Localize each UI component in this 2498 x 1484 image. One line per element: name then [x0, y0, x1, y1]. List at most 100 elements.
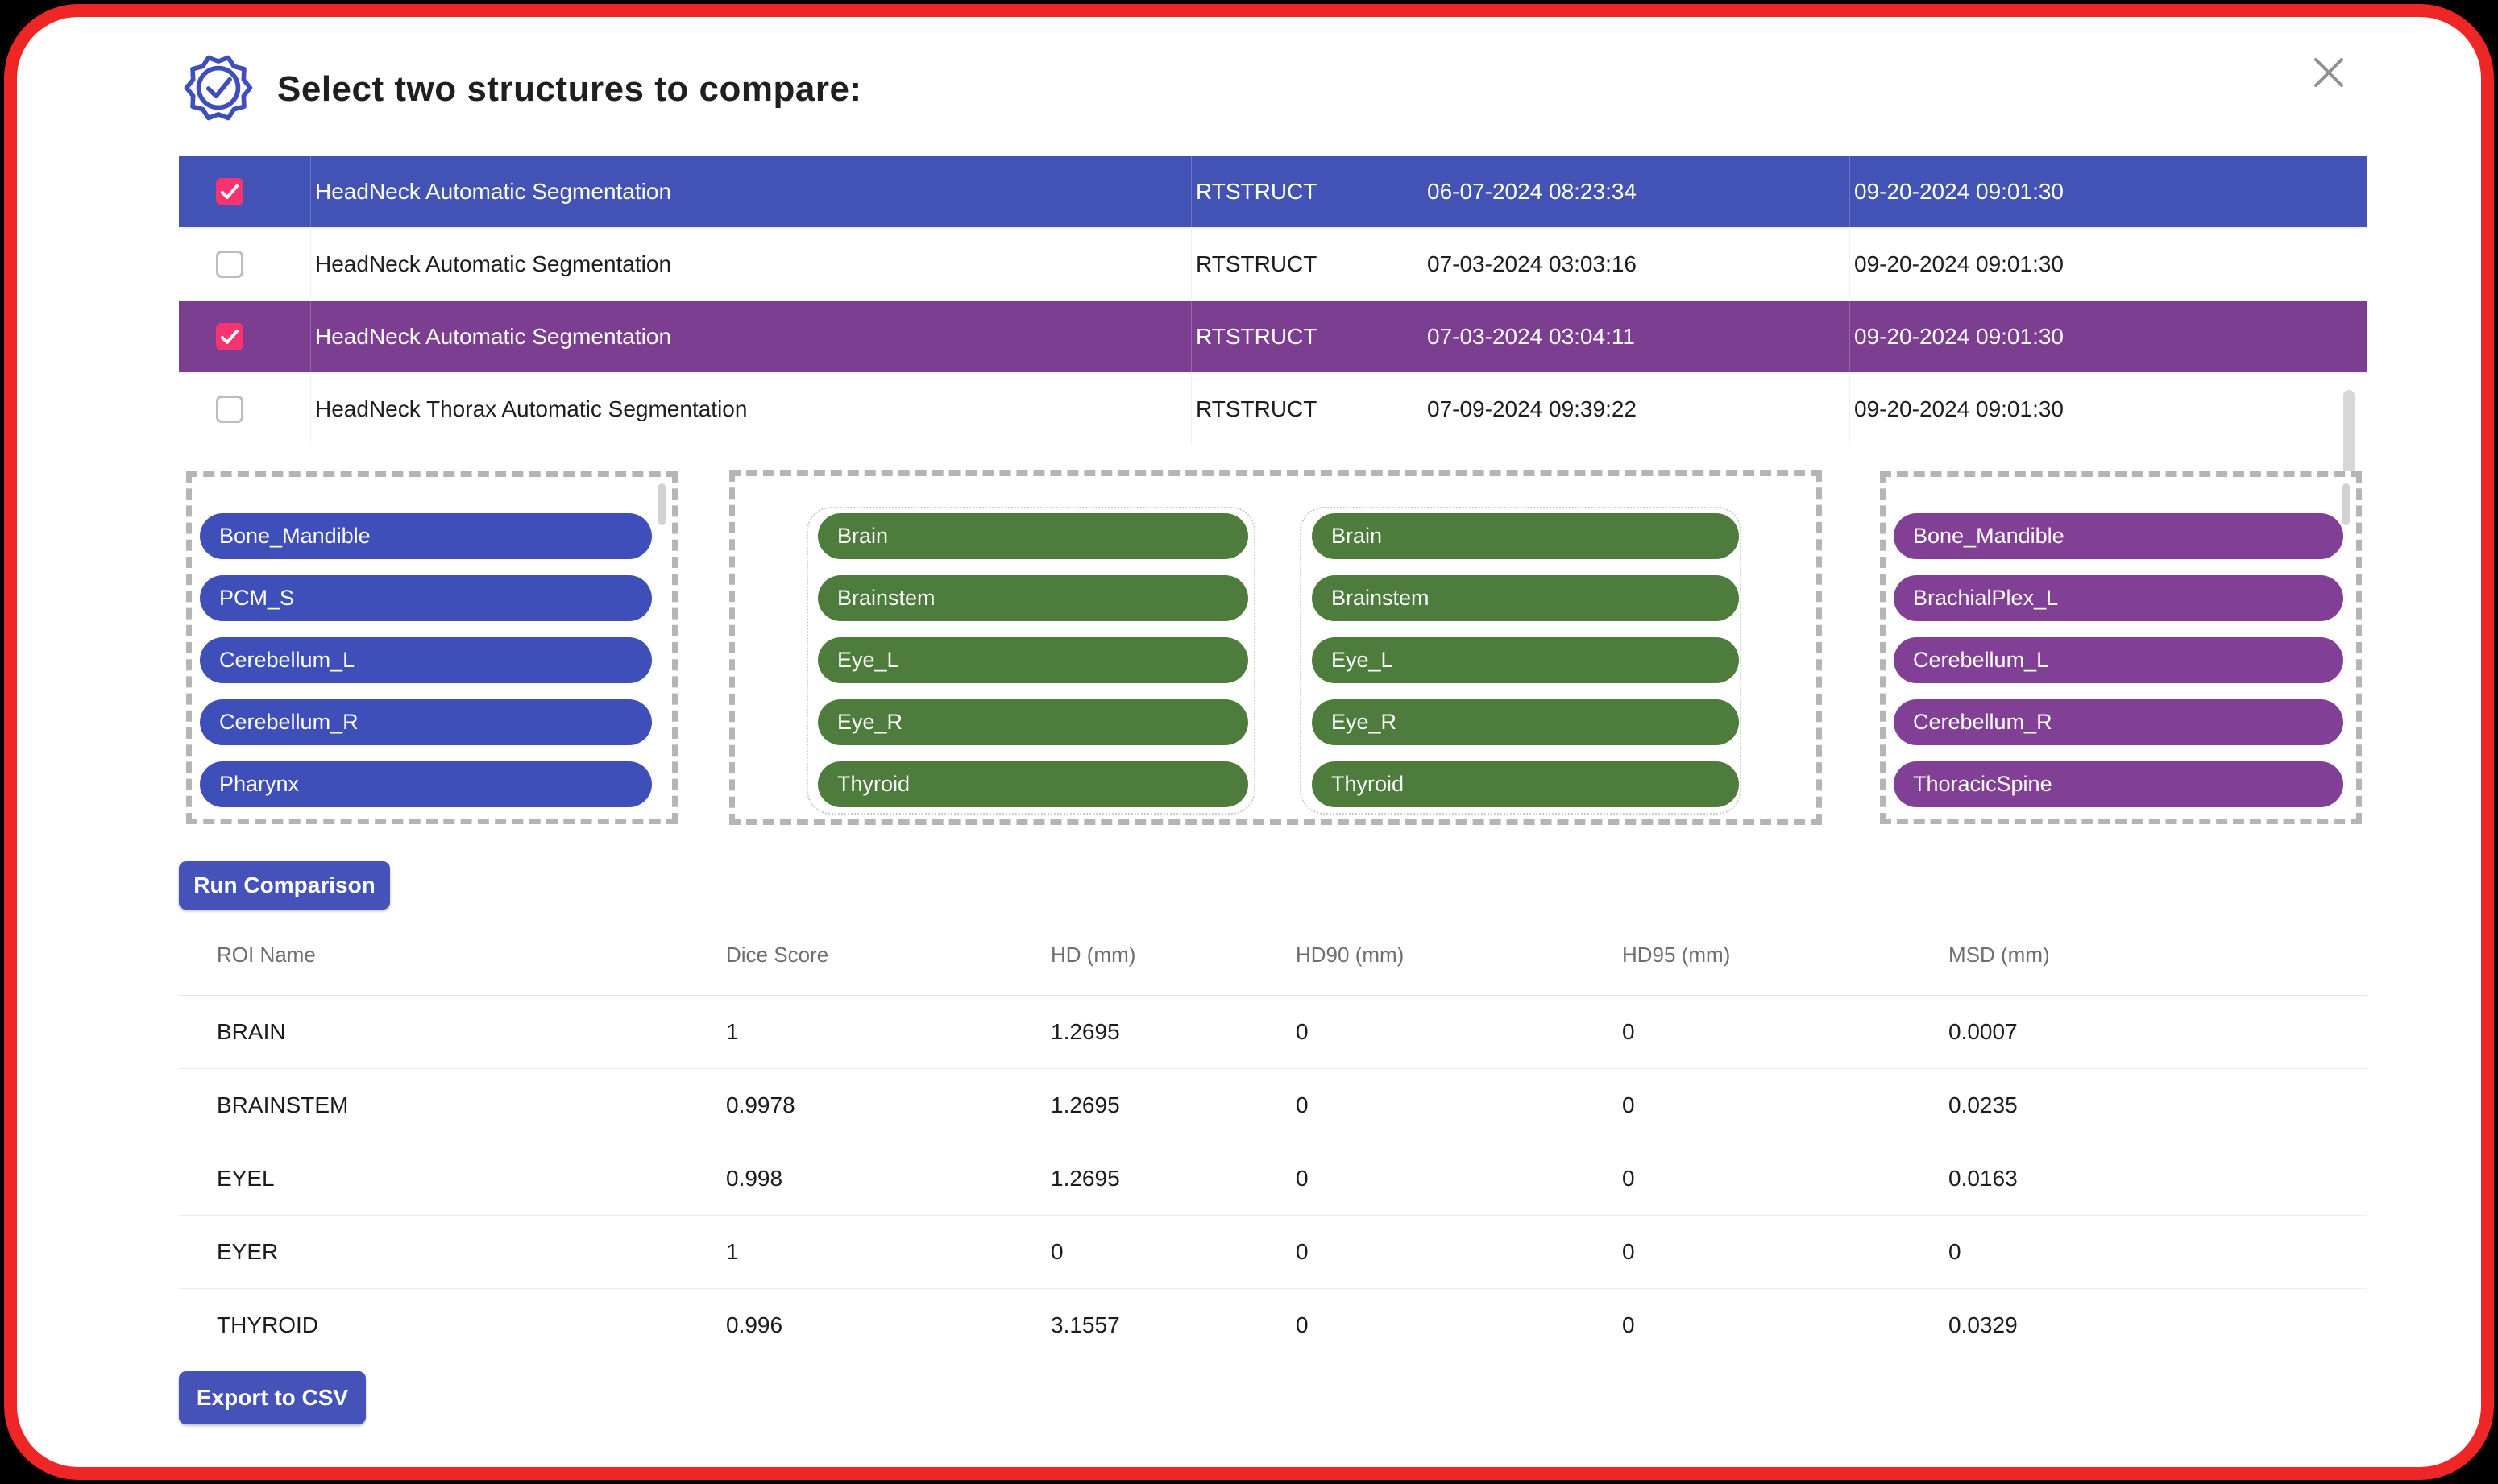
result-row: BRAIN 1 1.2695 0 0 0.0007 [179, 996, 2367, 1069]
structure-pill[interactable]: Cerebellum_R [200, 699, 652, 745]
series-acquisition-datetime: 06-07-2024 08:23:34 [1427, 179, 1637, 204]
metric-value-cell: 1 [726, 1239, 739, 1264]
metric-value-cell: 0 [1622, 1312, 1635, 1337]
column-divider [310, 156, 311, 227]
column-divider [310, 301, 311, 372]
structure-pill[interactable]: Thyroid [818, 761, 1248, 807]
metric-value-cell: 0 [1948, 1239, 1961, 1264]
metric-value-cell: 0 [1296, 1019, 1309, 1044]
results-column-header: HD95 (mm) [1622, 943, 1731, 967]
result-row: EYER 1 0 0 0 0 [179, 1216, 2367, 1289]
metric-value-cell: 3.1557 [1051, 1312, 1120, 1337]
result-row: BRAINSTEM 0.9978 1.2695 0 0 0.0235 [179, 1069, 2367, 1142]
structure-pill[interactable]: Thyroid [1312, 761, 1739, 807]
results-column-header: MSD (mm) [1948, 943, 2050, 967]
metric-value-cell: 1 [726, 1019, 739, 1044]
structure-pill[interactable]: Bone_Mandible [200, 513, 652, 559]
structure-pill[interactable]: Eye_L [818, 637, 1248, 683]
metric-value-cell: 1.2695 [1051, 1166, 1120, 1191]
roi-name-cell: BRAIN [217, 1019, 286, 1044]
close-icon[interactable] [2306, 50, 2351, 95]
structure-pill[interactable]: Brainstem [1312, 575, 1739, 621]
results-column-header: ROI Name [217, 943, 316, 967]
structure-pill[interactable]: ThoracicSpine [1894, 761, 2343, 807]
series-import-datetime: 09-20-2024 09:01:30 [1854, 251, 2064, 276]
column-divider [310, 374, 311, 445]
series-modality: RTSTRUCT [1196, 396, 1317, 421]
metric-value-cell: 1.2695 [1051, 1019, 1120, 1044]
structure-pill[interactable]: Eye_R [1312, 699, 1739, 745]
series-import-datetime: 09-20-2024 09:01:30 [1854, 396, 2064, 421]
roi-name-cell: EYER [217, 1239, 279, 1264]
results-table-header: ROI Name Dice Score HD (mm) HD90 (mm) HD95 (… [179, 935, 2367, 996]
structure-group-middle-b [1300, 507, 1741, 815]
metric-value-cell: 0.0163 [1948, 1166, 2018, 1191]
series-modality: RTSTRUCT [1196, 251, 1317, 276]
column-divider [310, 229, 311, 300]
structure-pill[interactable]: BrachialPlex_L [1894, 575, 2343, 621]
series-row[interactable]: HeadNeck Automatic Segmentation RTSTRUCT… [179, 300, 2367, 372]
structure-pill[interactable]: Brain [1312, 513, 1739, 559]
series-row-checkbox[interactable] [216, 178, 243, 205]
series-row[interactable]: HeadNeck Automatic Segmentation RTSTRUCT… [179, 156, 2367, 227]
series-acquisition-datetime: 07-03-2024 03:03:16 [1427, 251, 1637, 276]
series-name: HeadNeck Automatic Segmentation [315, 179, 672, 204]
metric-value-cell: 0.0007 [1948, 1019, 2018, 1044]
column-divider [1191, 156, 1192, 227]
structure-pill[interactable]: Eye_R [818, 699, 1248, 745]
series-row-checkbox[interactable] [216, 396, 243, 423]
column-divider [1849, 374, 1850, 445]
series-modality: RTSTRUCT [1196, 179, 1317, 204]
structure-group-middle-a [807, 507, 1255, 815]
structure-pill[interactable]: Eye_L [1312, 637, 1739, 683]
column-divider [1191, 301, 1192, 372]
certificate-badge-icon [181, 50, 256, 126]
result-row: THYROID 0.996 3.1557 0 0 0.0329 [179, 1289, 2367, 1362]
panel-right-scrollbar[interactable] [2342, 483, 2350, 525]
series-modality: RTSTRUCT [1196, 324, 1317, 349]
panel-left-scrollbar[interactable] [658, 483, 666, 525]
results-column-header: Dice Score [726, 943, 829, 967]
results-table-body: BRAIN 1 1.2695 0 0 0.0007 BRAINSTEM 0.9978 1.269… [179, 996, 2367, 1362]
column-divider [1191, 374, 1192, 445]
series-import-datetime: 09-20-2024 09:01:30 [1854, 179, 2064, 204]
results-column-header: HD90 (mm) [1296, 943, 1405, 967]
metric-value-cell: 0 [1051, 1239, 1064, 1264]
structure-pill[interactable]: Brain [818, 513, 1248, 559]
run-comparison-button[interactable]: Run Comparison [179, 861, 390, 910]
metric-value-cell: 0 [1296, 1239, 1309, 1264]
dialog-title: Select two structures to compare: [277, 69, 862, 109]
metric-value-cell: 0 [1296, 1166, 1309, 1191]
structure-pill[interactable]: Cerebellum_L [1894, 637, 2343, 683]
series-acquisition-datetime: 07-09-2024 09:39:22 [1427, 396, 1637, 421]
series-row-checkbox[interactable] [216, 251, 243, 278]
metric-value-cell: 0.0235 [1948, 1092, 2018, 1117]
metric-value-cell: 0 [1622, 1239, 1635, 1264]
structure-pill[interactable]: Bone_Mandible [1894, 513, 2343, 559]
structure-pill[interactable]: Pharynx [200, 761, 652, 807]
metric-value-cell: 0 [1622, 1166, 1635, 1191]
structure-pill[interactable]: Brainstem [818, 575, 1248, 621]
series-name: HeadNeck Thorax Automatic Segmentation [315, 396, 748, 421]
series-row-checkbox[interactable] [216, 323, 243, 350]
structure-pill[interactable]: PCM_S [200, 575, 652, 621]
series-list: HeadNeck Automatic Segmentation RTSTRUCT… [179, 156, 2367, 591]
series-row[interactable]: HeadNeck Automatic Segmentation RTSTRUCT… [179, 227, 2367, 300]
column-divider [1849, 156, 1850, 227]
series-name: HeadNeck Automatic Segmentation [315, 324, 672, 349]
column-divider [1191, 229, 1192, 300]
metric-value-cell: 0.998 [726, 1166, 783, 1191]
metric-value-cell: 0 [1296, 1312, 1309, 1337]
metric-value-cell: 0 [1296, 1092, 1309, 1117]
metric-value-cell: 0 [1622, 1092, 1635, 1117]
series-row[interactable]: HeadNeck Thorax Automatic Segmentation R… [179, 372, 2367, 445]
structure-pill[interactable]: Cerebellum_R [1894, 699, 2343, 745]
metric-value-cell: 0.996 [726, 1312, 783, 1337]
structure-pill[interactable]: Cerebellum_L [200, 637, 652, 683]
result-row: EYEL 0.998 1.2695 0 0 0.0163 [179, 1142, 2367, 1216]
metric-value-cell: 0.0329 [1948, 1312, 2018, 1337]
series-acquisition-datetime: 07-03-2024 03:04:11 [1427, 324, 1635, 349]
export-csv-button[interactable]: Export to CSV [179, 1371, 366, 1424]
metric-value-cell: 0.9978 [726, 1092, 795, 1117]
